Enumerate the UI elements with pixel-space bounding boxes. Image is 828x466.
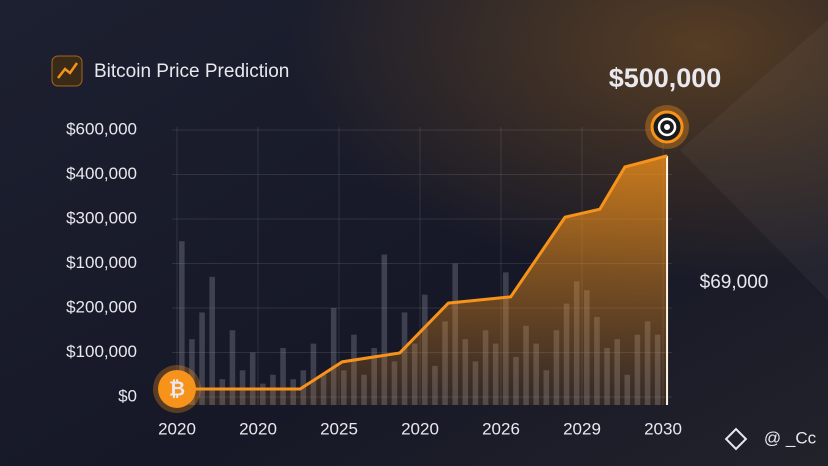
y-tick-label: $0 bbox=[118, 386, 137, 405]
x-tick-label: 2026 bbox=[482, 419, 520, 438]
light-beam bbox=[680, 20, 828, 300]
background-bar bbox=[209, 276, 215, 405]
y-tick-label: $400,000 bbox=[66, 164, 137, 183]
target-ring bbox=[657, 117, 677, 137]
y-tick-label: $300,000 bbox=[66, 208, 137, 227]
area bbox=[177, 155, 668, 405]
background-bar bbox=[229, 330, 236, 405]
background-bar bbox=[189, 339, 195, 405]
background-bar bbox=[381, 254, 388, 405]
x-tick-label: 2020 bbox=[158, 419, 196, 438]
x-tick-label: 2030 bbox=[644, 419, 682, 438]
y-tick-label: $100,000 bbox=[66, 342, 137, 361]
background-bar bbox=[280, 348, 286, 405]
background-bar bbox=[310, 343, 317, 405]
x-tick-label: 2029 bbox=[563, 419, 601, 438]
watermark: @ _Cc bbox=[764, 428, 817, 447]
target-label: $500,000 bbox=[609, 63, 722, 93]
y-tick-label: $200,000 bbox=[66, 297, 137, 316]
y-tick-label: $600,000 bbox=[66, 119, 137, 138]
watermark-logo bbox=[724, 427, 748, 451]
y-tick-label: $100,000 bbox=[66, 253, 137, 272]
background-bar bbox=[249, 352, 256, 405]
background-bar bbox=[199, 312, 205, 405]
start-marker-label: ₿ bbox=[169, 378, 185, 400]
chart-title: Bitcoin Price Prediction bbox=[94, 61, 289, 82]
x-tick-label: 2020 bbox=[239, 419, 277, 438]
line bbox=[177, 154, 668, 391]
start-marker bbox=[158, 369, 196, 408]
background-bar bbox=[179, 241, 185, 405]
side-label: $69,000 bbox=[700, 272, 769, 293]
title-icon-glyph bbox=[57, 62, 79, 79]
x-tick-label: 2025 bbox=[320, 419, 358, 438]
x-tick-label: 2020 bbox=[401, 419, 439, 438]
target-dot bbox=[664, 124, 671, 130]
background-bar bbox=[330, 308, 337, 405]
